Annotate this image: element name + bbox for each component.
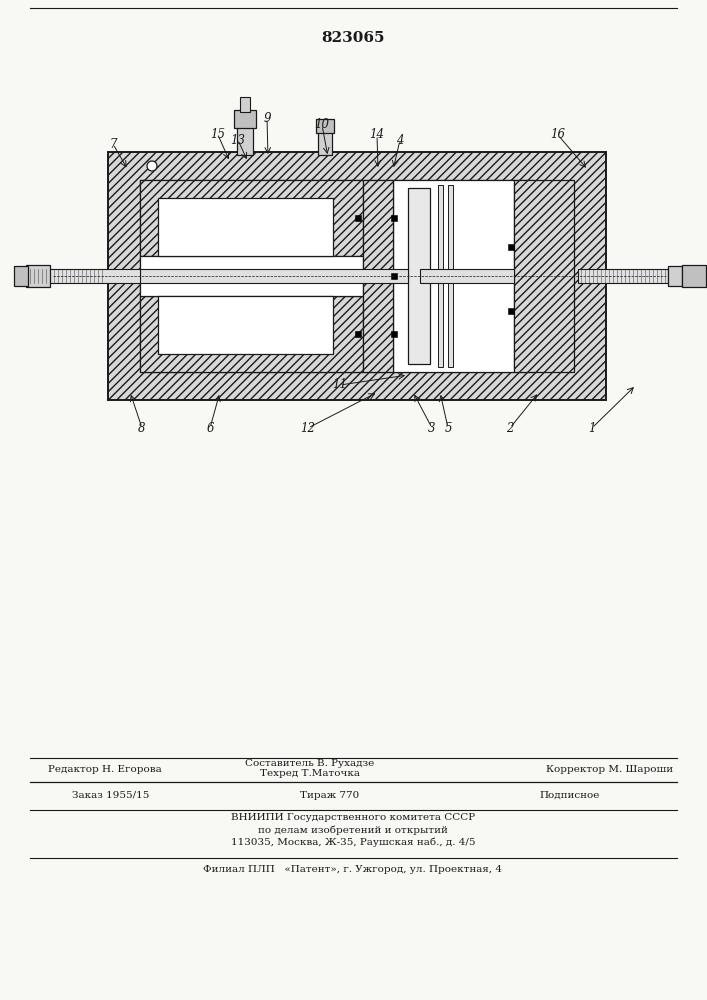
Bar bbox=[668, 266, 682, 286]
Bar bbox=[316, 119, 334, 133]
Text: 12: 12 bbox=[300, 422, 315, 434]
Text: 11: 11 bbox=[332, 378, 348, 391]
Text: по делам изобретений и открытий: по делам изобретений и открытий bbox=[258, 825, 448, 835]
Bar bbox=[158, 198, 333, 256]
Bar bbox=[140, 256, 363, 296]
Text: 823065: 823065 bbox=[321, 31, 385, 45]
Text: 13: 13 bbox=[230, 133, 245, 146]
Bar bbox=[140, 180, 534, 372]
Text: 16: 16 bbox=[551, 128, 566, 141]
Text: Тираж 770: Тираж 770 bbox=[300, 790, 360, 800]
Bar bbox=[363, 180, 393, 372]
Bar bbox=[318, 132, 332, 155]
Text: Редактор Н. Егорова: Редактор Н. Егорова bbox=[48, 766, 162, 774]
Text: 10: 10 bbox=[315, 118, 329, 131]
Bar bbox=[438, 185, 443, 367]
Bar bbox=[237, 127, 253, 155]
Text: 7: 7 bbox=[110, 137, 117, 150]
Bar bbox=[391, 215, 397, 221]
Text: 15: 15 bbox=[211, 128, 226, 141]
Bar bbox=[391, 331, 397, 337]
Text: Заказ 1955/15: Заказ 1955/15 bbox=[72, 790, 149, 800]
Bar bbox=[14, 266, 28, 286]
Bar bbox=[578, 269, 668, 283]
Bar bbox=[140, 180, 363, 256]
Circle shape bbox=[147, 161, 157, 171]
Bar bbox=[140, 296, 363, 372]
Bar bbox=[48, 269, 140, 283]
Text: 113035, Москва, Ж-35, Раушская наб., д. 4/5: 113035, Москва, Ж-35, Раушская наб., д. … bbox=[230, 837, 475, 847]
Bar bbox=[408, 188, 430, 364]
Bar bbox=[508, 308, 514, 314]
Text: Филиал ПЛП   «Патент», г. Ужгород, ул. Проектная, 4: Филиал ПЛП «Патент», г. Ужгород, ул. Про… bbox=[204, 865, 503, 874]
Bar bbox=[420, 269, 514, 283]
Bar bbox=[355, 331, 361, 337]
Bar bbox=[508, 244, 514, 250]
Text: 9: 9 bbox=[263, 111, 271, 124]
Text: 4: 4 bbox=[396, 133, 404, 146]
Text: Техред Т.Маточка: Техред Т.Маточка bbox=[260, 770, 360, 778]
Text: Подписное: Подписное bbox=[540, 790, 600, 800]
Bar bbox=[158, 296, 333, 354]
Bar bbox=[108, 152, 606, 400]
Text: 8: 8 bbox=[139, 422, 146, 434]
Bar bbox=[140, 269, 408, 283]
Bar bbox=[240, 97, 250, 112]
Bar bbox=[26, 265, 50, 287]
Bar bbox=[448, 185, 453, 367]
Text: 6: 6 bbox=[206, 422, 214, 434]
Text: 3: 3 bbox=[428, 422, 436, 434]
Text: 14: 14 bbox=[370, 128, 385, 141]
Bar bbox=[682, 265, 706, 287]
Text: Составитель В. Рухадзе: Составитель В. Рухадзе bbox=[245, 760, 375, 768]
Bar bbox=[393, 180, 514, 372]
Text: 5: 5 bbox=[444, 422, 452, 434]
Bar bbox=[355, 215, 361, 221]
Text: 2: 2 bbox=[506, 422, 514, 434]
Text: 1: 1 bbox=[588, 422, 596, 434]
Bar bbox=[514, 180, 574, 372]
Bar bbox=[234, 110, 256, 128]
Text: Корректор М. Шароши: Корректор М. Шароши bbox=[547, 766, 674, 774]
Text: ВНИИПИ Государственного комитета СССР: ВНИИПИ Государственного комитета СССР bbox=[231, 814, 475, 822]
Bar bbox=[391, 273, 397, 279]
